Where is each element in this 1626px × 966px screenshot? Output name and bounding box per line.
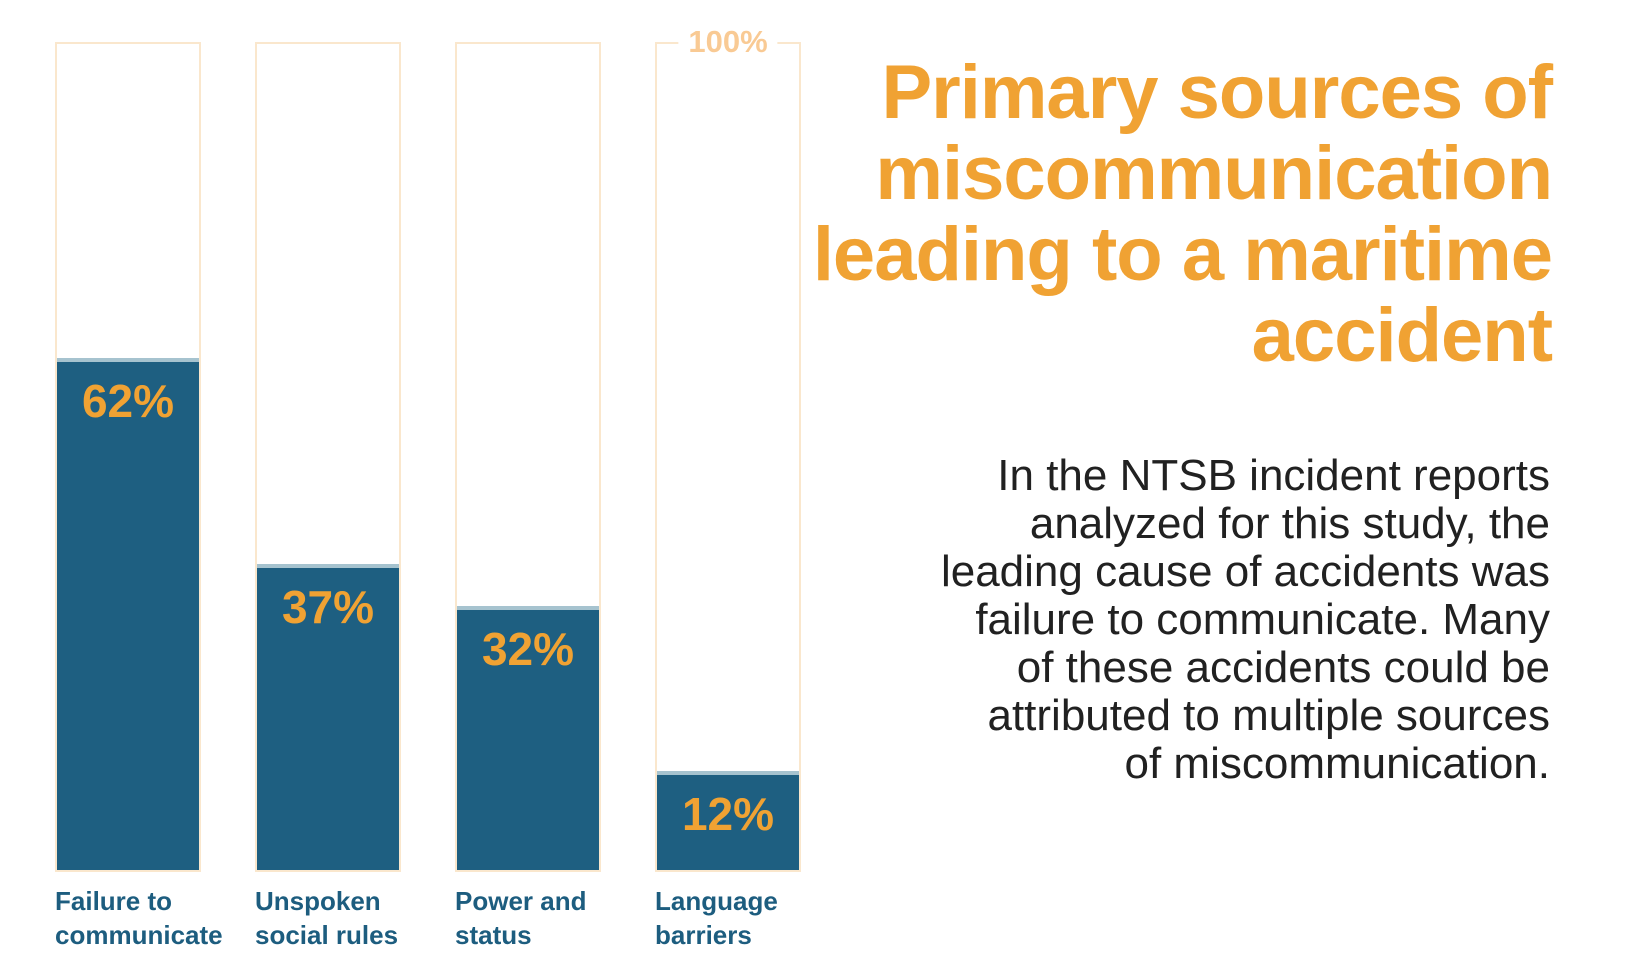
bar-column-language-barriers: 12% Language barriers [655, 42, 801, 952]
bar-category-label: Failure to communicate [55, 886, 223, 950]
axis-max-label: 100% [678, 24, 778, 60]
bar-value-label: 62% [81, 374, 175, 427]
bar-fill: 32% [457, 605, 599, 870]
bar-fill: 37% [257, 564, 399, 870]
chart-title: Primary sources of miscommunication lead… [812, 50, 1553, 378]
bar-value-label: 12% [681, 787, 775, 840]
bar-category-label: Power and status [455, 886, 587, 950]
bar-value-label: 32% [481, 622, 575, 675]
bar-fill: 62% [57, 357, 199, 870]
bar-chart: 62% Failure to communicate 37% Unspoken … [55, 24, 801, 952]
description-text: In the NTSB incident reports analyzed fo… [940, 451, 1550, 788]
bar-column-failure-to-communicate: 62% Failure to communicate [55, 42, 223, 952]
bar-category-label: Unspoken social rules [255, 886, 399, 950]
bar-track: 37% [255, 42, 401, 872]
bar-category-label: Language barriers [655, 886, 778, 950]
bar-column-unspoken-social-rules: 37% Unspoken social rules [255, 42, 401, 952]
bar-column-power-and-status: 32% Power and status [455, 42, 601, 952]
bar-fill: 12% [657, 770, 799, 870]
bar-track: 62% [55, 42, 201, 872]
bar-value-label: 37% [281, 581, 375, 634]
bar-track: 12% [655, 42, 801, 872]
bar-track: 32% [455, 42, 601, 872]
